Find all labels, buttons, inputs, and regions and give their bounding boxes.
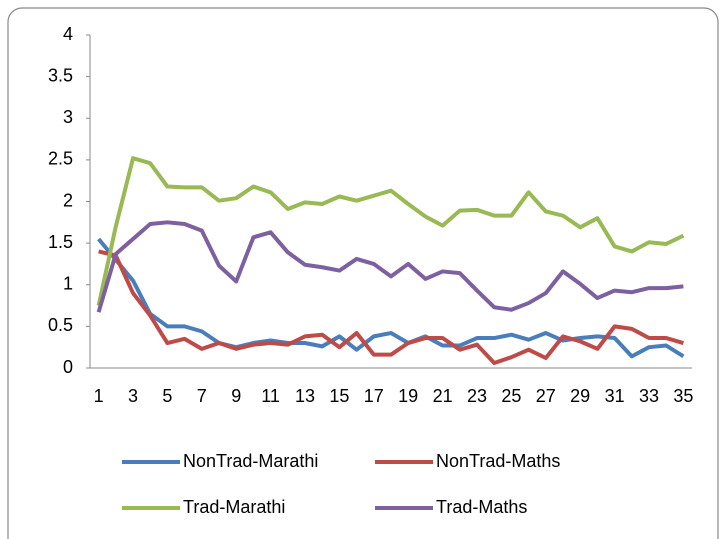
legend-label: Trad-Marathi	[183, 497, 285, 517]
x-tick-label: 17	[364, 386, 384, 406]
x-tick-label: 5	[162, 386, 172, 406]
y-tick-label: 2	[63, 190, 73, 210]
y-tick-label: 0.5	[48, 315, 73, 335]
chart-border	[7, 7, 719, 539]
x-tick-label: 31	[605, 386, 625, 406]
x-tick-label: 19	[398, 386, 418, 406]
y-tick-label: 0	[63, 357, 73, 377]
legend-label: NonTrad-Maths	[436, 451, 560, 471]
y-tick-label: 3	[63, 107, 73, 127]
legend-label: NonTrad-Marathi	[183, 451, 318, 471]
y-tick-label: 1.5	[48, 232, 73, 252]
x-tick-label: 29	[570, 386, 590, 406]
x-tick-label: 25	[501, 386, 521, 406]
x-tick-label: 27	[536, 386, 556, 406]
x-tick-label: 9	[231, 386, 241, 406]
legend-label: Trad-Maths	[436, 497, 527, 517]
x-tick-label: 11	[261, 386, 280, 406]
y-tick-label: 3.5	[48, 65, 73, 85]
x-tick-label: 21	[433, 386, 453, 406]
y-tick-label: 2.5	[48, 149, 73, 169]
x-tick-label: 3	[128, 386, 138, 406]
series-line	[96, 220, 684, 313]
x-tick-label: 1	[94, 386, 104, 406]
series-line	[97, 237, 685, 359]
x-tick-label: 33	[639, 386, 659, 406]
x-tick-label: 7	[197, 386, 207, 406]
x-tick-label: 13	[295, 386, 315, 406]
x-tick-label: 23	[467, 386, 487, 406]
y-tick-label: 4	[63, 24, 73, 44]
x-tick-label: 15	[329, 386, 349, 406]
series-line	[96, 156, 685, 306]
x-tick-label: 35	[673, 386, 693, 406]
series-line	[98, 249, 684, 366]
y-tick-label: 1	[63, 274, 73, 294]
